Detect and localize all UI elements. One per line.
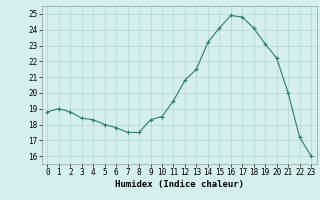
X-axis label: Humidex (Indice chaleur): Humidex (Indice chaleur) [115, 180, 244, 189]
